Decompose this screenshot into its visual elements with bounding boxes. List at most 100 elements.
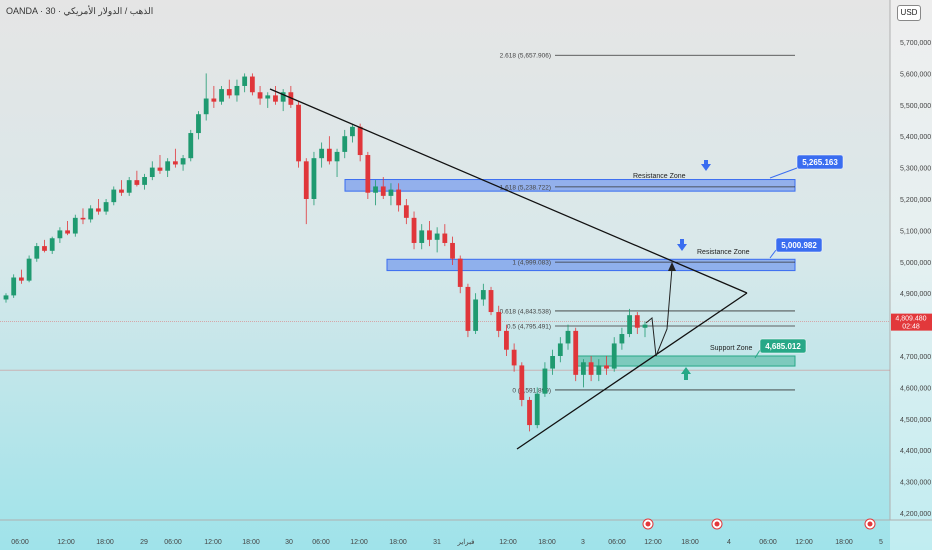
candle-body — [11, 277, 17, 296]
zone-label: Resistance Zone — [633, 173, 686, 180]
candle-body — [303, 161, 309, 199]
candle-body — [265, 95, 271, 99]
candle-body — [42, 246, 47, 251]
currency-button[interactable]: USD — [897, 5, 921, 21]
candle-body — [3, 295, 9, 300]
candle-body — [111, 189, 117, 203]
projection-arrowhead — [668, 262, 676, 271]
price-badge — [759, 338, 807, 354]
candle-body — [142, 177, 147, 185]
candle-body — [581, 362, 586, 375]
y-tick-label: 5,600,000 — [900, 71, 931, 78]
y-tick-label: 5,000,000 — [900, 260, 931, 267]
x-tick-label: 18:00 — [242, 539, 260, 546]
candle-body — [557, 343, 563, 356]
candle-body — [350, 126, 355, 137]
candle-body — [257, 92, 263, 99]
candle-body — [249, 76, 255, 93]
candle-body — [165, 161, 171, 171]
candle-body — [604, 365, 609, 369]
candle-body — [126, 180, 132, 193]
candle-body — [18, 277, 24, 281]
candle-body — [34, 246, 40, 259]
x-tick-label: 12:00 — [204, 539, 222, 546]
candle-body — [365, 155, 371, 193]
candle-body — [26, 258, 32, 281]
candle-body — [119, 189, 124, 193]
x-tick-label: 12:00 — [499, 539, 517, 546]
candle-body — [319, 148, 325, 159]
candle-body — [49, 238, 55, 251]
down-arrow-icon-stem — [704, 160, 708, 166]
fib-level-label: 0.5 (4,795.491) — [507, 324, 551, 331]
candle-body — [88, 208, 94, 220]
y-tick-label: 4,300,000 — [900, 480, 931, 487]
fib-level-label: 1.618 (5,238.722) — [500, 184, 551, 191]
candle-body — [311, 158, 317, 199]
candle-body — [326, 148, 332, 162]
candle-body — [642, 324, 648, 328]
candle-body — [434, 233, 440, 240]
x-tick-label: 18:00 — [96, 539, 114, 546]
countdown-label: 02:48 — [902, 324, 920, 331]
y-tick-label: 5,300,000 — [900, 166, 931, 173]
y-tick-label: 5,700,000 — [900, 40, 931, 47]
candle-body — [180, 158, 186, 165]
upper-trendline — [269, 88, 748, 294]
fib-level-label: 0 (4,591.899) — [512, 387, 551, 394]
x-tick-label: 18:00 — [835, 539, 853, 546]
candle-body — [527, 399, 532, 426]
candle-body — [280, 92, 286, 102]
price-badge-label: 5,265.163 — [802, 158, 838, 167]
down-arrow-icon — [701, 164, 711, 171]
x-tick-label: 5 — [879, 539, 883, 546]
candle-body — [296, 104, 301, 162]
candle-body — [226, 89, 232, 96]
badge-connector — [769, 167, 798, 179]
candle-body — [480, 290, 486, 300]
candle-body — [242, 76, 248, 86]
x-tick-label: 06:00 — [11, 539, 29, 546]
event-icon-dot — [714, 521, 720, 527]
candle-body — [427, 230, 432, 240]
current-price-label: 4,809.480 — [895, 316, 926, 323]
zone-label: Resistance Zone — [697, 249, 750, 256]
x-tick-label: 12:00 — [795, 539, 813, 546]
x-tick-label: 06:00 — [759, 539, 777, 546]
candle-body — [65, 230, 70, 234]
candle-body — [211, 98, 217, 102]
y-tick-label: 4,900,000 — [900, 291, 931, 298]
x-tick-label: 06:00 — [608, 539, 626, 546]
event-icon-dot — [867, 521, 873, 527]
candle-body — [72, 217, 78, 234]
current-price-tag — [891, 313, 932, 331]
candle-body — [634, 315, 640, 328]
candle-body — [611, 343, 617, 369]
candle-body — [334, 151, 340, 162]
y-tick-label: 5,500,000 — [900, 103, 931, 110]
candle-body — [550, 356, 556, 369]
y-tick-label: 5,400,000 — [900, 134, 931, 141]
candle-body — [504, 330, 509, 350]
candle-body — [219, 89, 224, 102]
price-badge-label: 5,000.982 — [781, 241, 817, 250]
badge-connector — [754, 349, 761, 359]
candle-body — [511, 349, 517, 366]
candle-body — [342, 136, 348, 152]
price-axis-panel — [890, 0, 932, 550]
y-tick-label: 4,400,000 — [900, 448, 931, 455]
candle-body — [388, 189, 394, 196]
x-tick-label: 12:00 — [644, 539, 662, 546]
badge-connector — [769, 249, 777, 259]
candle-body — [542, 368, 548, 394]
candle-body — [565, 330, 571, 344]
symbol-title: OANDA · 30 · الذهب / الدولار الأمريكي — [6, 6, 154, 16]
price-badge-label: 4,685.012 — [765, 342, 801, 351]
down-arrow-icon-stem — [680, 239, 684, 245]
x-tick-label: 12:00 — [57, 539, 75, 546]
candle-body — [488, 290, 494, 313]
y-tick-label: 5,100,000 — [900, 228, 931, 235]
x-tick-label: 4 — [727, 539, 731, 546]
